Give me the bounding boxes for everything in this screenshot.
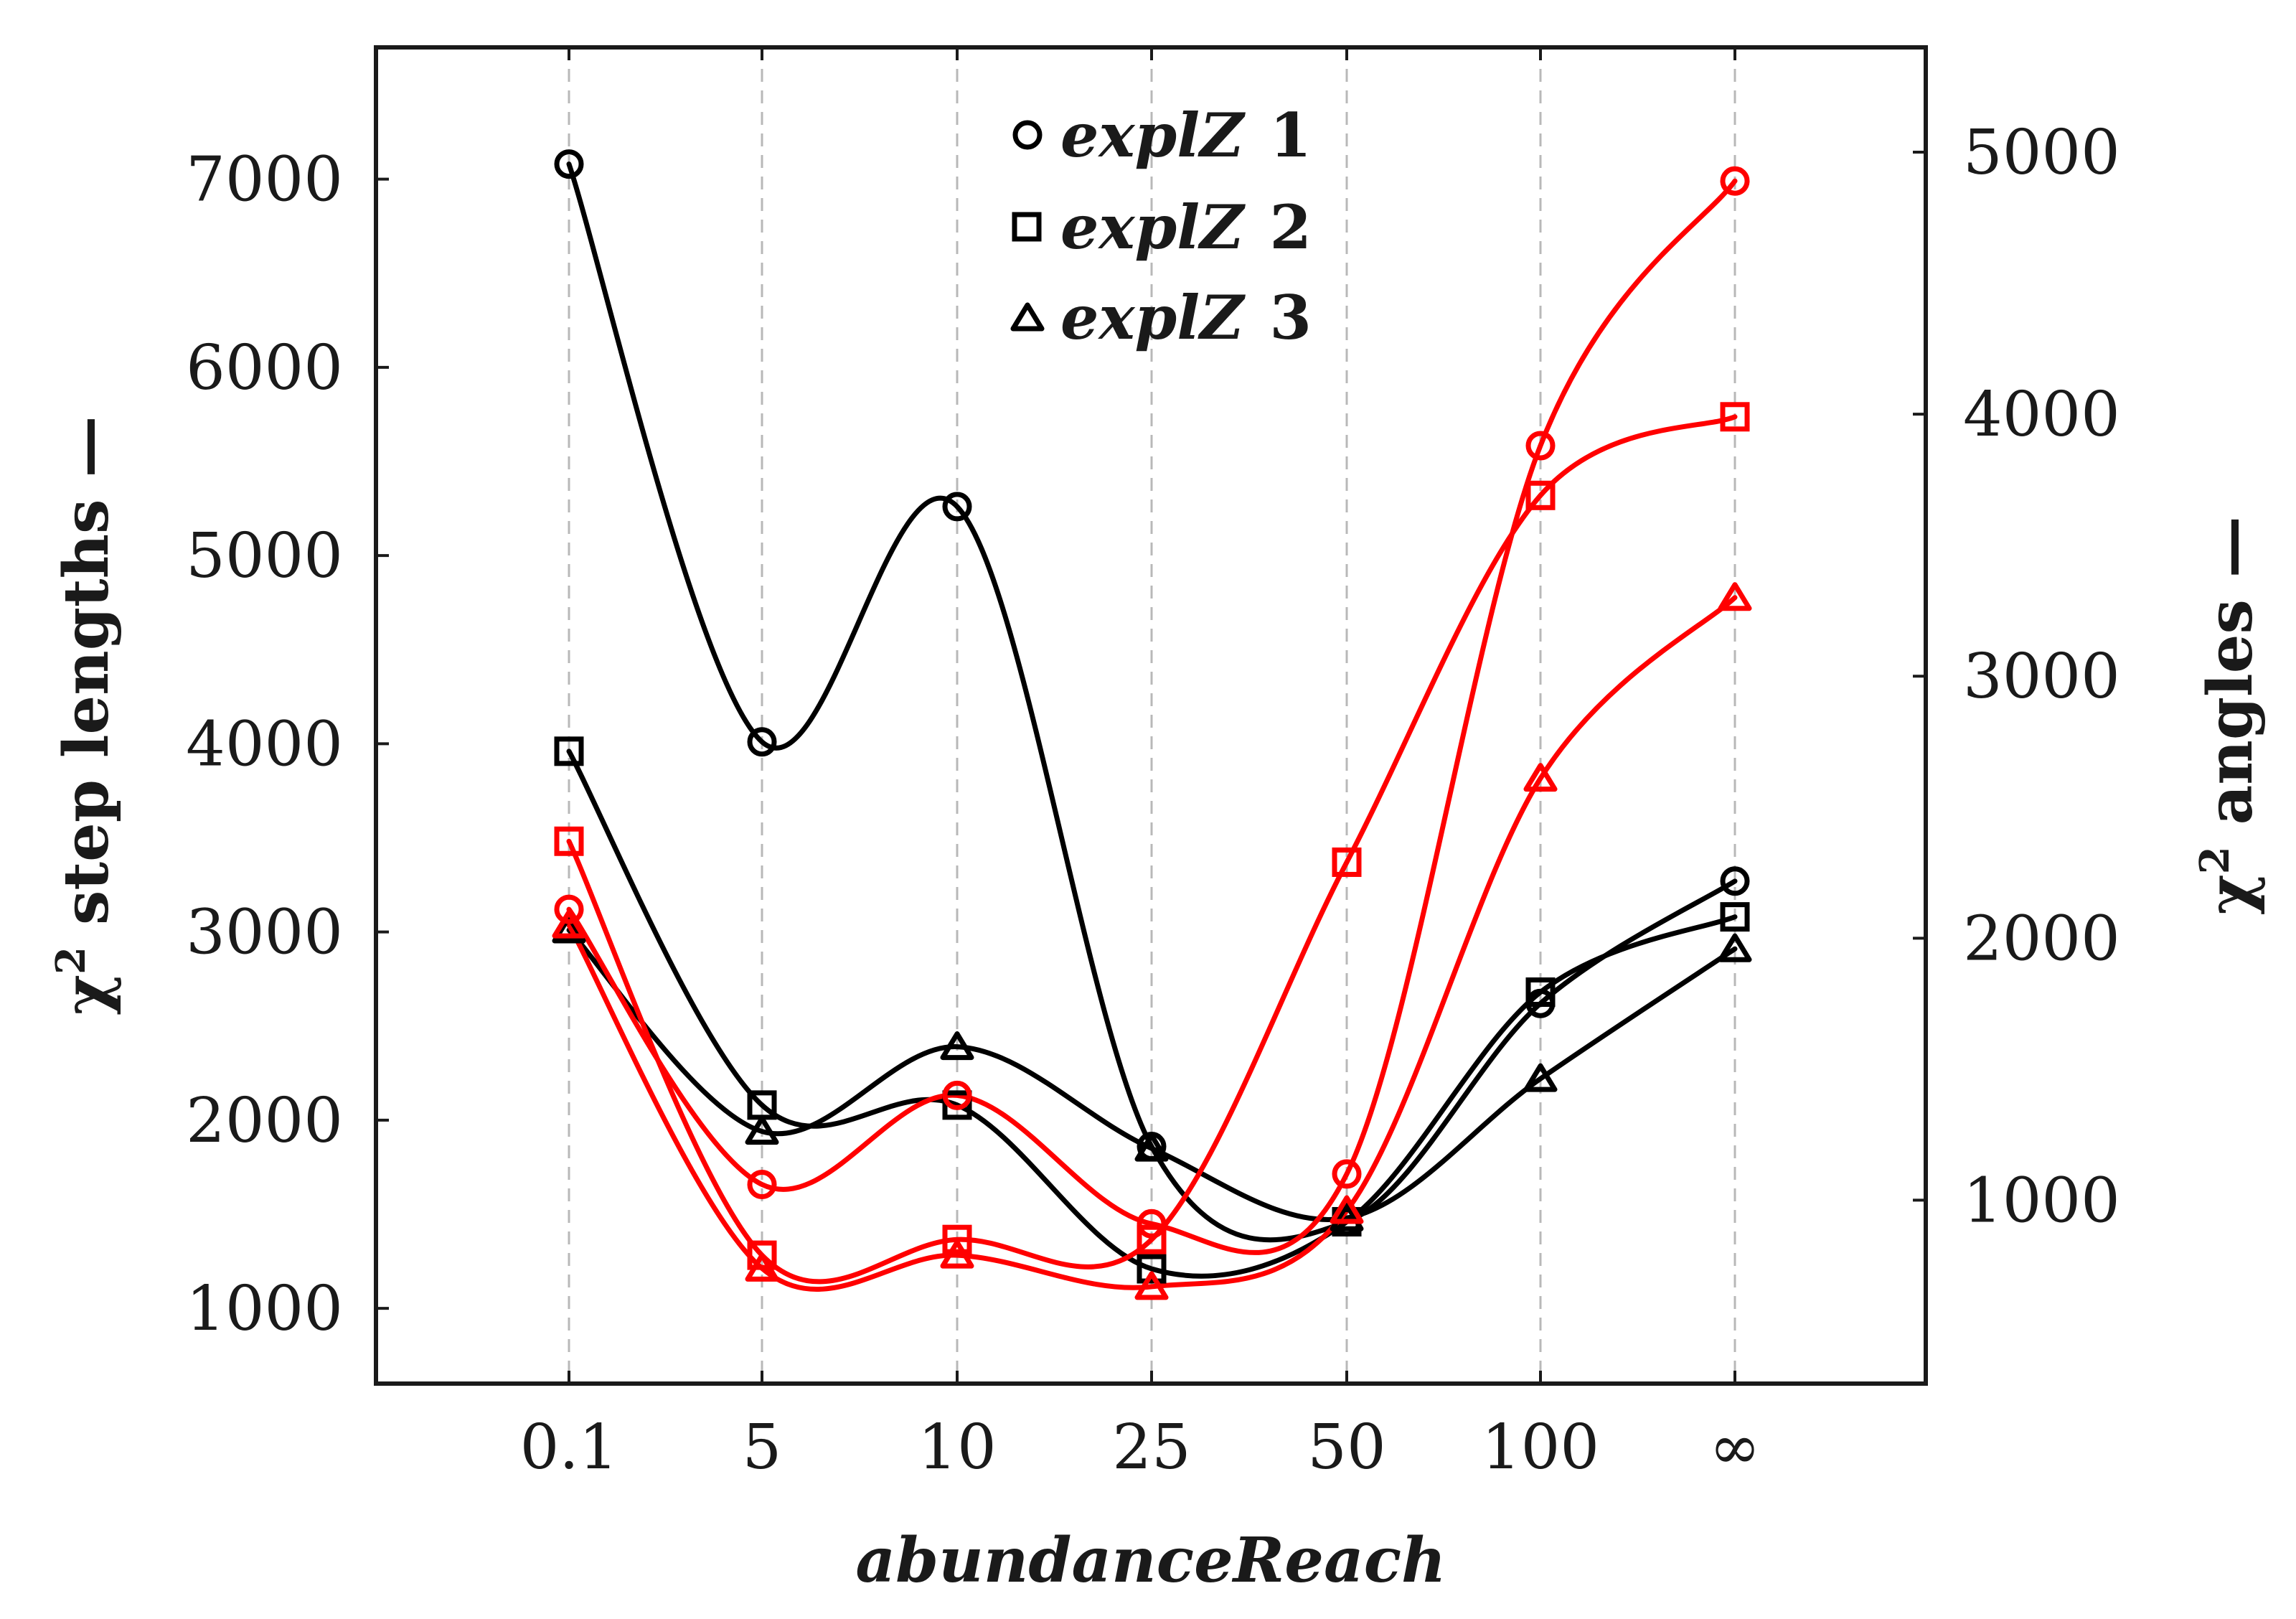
- y-left-tick-label: 3000: [186, 897, 343, 969]
- data-point-explz-3-angles-0: [552, 909, 586, 939]
- data-point-explz-2-step-lengths-5: [1525, 977, 1556, 1008]
- y-right-tick-label: 3000: [1963, 641, 2120, 713]
- data-point-explz-3-step-lengths-6: [1718, 933, 1752, 962]
- y-right-tick-label: 1000: [1963, 1165, 2120, 1236]
- x-tick-label: 5: [743, 1412, 782, 1483]
- y-left-tick-label: 1000: [186, 1273, 343, 1345]
- x-tick-label: 100: [1482, 1412, 1599, 1483]
- y-right-tick-label: 5000: [1963, 117, 2120, 189]
- legend-marker-triangle: [1010, 302, 1045, 332]
- x-axis-title: abundanceReach: [855, 1524, 1446, 1597]
- data-point-explz-1-step-lengths-1: [747, 727, 777, 757]
- y-right-chi: χ: [2194, 874, 2267, 915]
- data-point-explz-2-angles-4: [1332, 847, 1362, 877]
- data-point-explz-1-angles-1: [747, 1170, 777, 1200]
- x-tick-label: ∞: [1709, 1412, 1761, 1483]
- data-point-explz-3-angles-5: [1523, 763, 1558, 792]
- data-point-explz-3-step-lengths-0: [552, 914, 586, 944]
- data-point-explz-2-angles-2: [942, 1224, 972, 1254]
- y-right-rest: angles —: [2194, 516, 2267, 846]
- data-point-explz-1-angles-4: [1332, 1159, 1362, 1189]
- data-point-explz-3-angles-6: [1718, 582, 1752, 611]
- y-right-sup: 2: [2191, 846, 2239, 874]
- data-point-explz-2-step-lengths-2: [942, 1090, 972, 1120]
- data-point-explz-2-step-lengths-6: [1720, 902, 1750, 932]
- legend-label-1: explZ 1: [1060, 100, 1312, 171]
- grid-lines: [568, 47, 1736, 1384]
- data-point-explz-2-angles-5: [1525, 480, 1556, 510]
- y-right-tick-label: 4000: [1963, 379, 2120, 451]
- data-point-explz-3-step-lengths-5: [1523, 1063, 1558, 1092]
- y-axis-title-right: χ2 angles —: [2191, 516, 2267, 915]
- data-point-explz-1-step-lengths-0: [554, 149, 584, 179]
- y-left-tick-label: 4000: [186, 708, 343, 780]
- label-layer: 0.1 5 10 25 50 100 ∞ 1000 2000 3000 4000 5000 6000 70…: [186, 117, 2120, 1483]
- tick-layer: [376, 47, 1926, 1384]
- series-line-explz-1-step-lengths: [566, 161, 1738, 1243]
- x-tick-label: 25: [1112, 1412, 1190, 1483]
- legend-label-3: explZ 3: [1060, 282, 1312, 353]
- data-point-explz-1-step-lengths-6: [1720, 866, 1750, 896]
- data-point-explz-1-angles-3: [1137, 1209, 1167, 1239]
- y-left-tick-label: 6000: [186, 332, 343, 404]
- y-right-tick-label: 2000: [1963, 903, 2120, 975]
- data-point-explz-1-angles-2: [942, 1080, 972, 1110]
- y-axis-title-left: χ2 step lengths —: [47, 416, 123, 1015]
- legend-label-2: explZ 2: [1060, 192, 1312, 263]
- data-point-explz-2-angles-3: [1137, 1224, 1167, 1254]
- data-point-explz-3-step-lengths-1: [745, 1116, 779, 1145]
- x-tick-label: 0.1: [520, 1412, 618, 1483]
- legend: explZ 1 explZ 2 explZ 3: [1010, 100, 1312, 353]
- data-point-explz-3-angles-2: [940, 1239, 974, 1269]
- series-line-explz-3-step-lengths: [566, 927, 1738, 1222]
- y-left-sup: 2: [47, 947, 95, 975]
- data-point-explz-2-angles-0: [554, 826, 584, 856]
- x-tick-label: 10: [918, 1412, 996, 1483]
- y-left-chi: χ: [50, 975, 123, 1015]
- data-point-explz-3-step-lengths-3: [1134, 1132, 1169, 1162]
- data-point-explz-1-angles-0: [554, 894, 584, 924]
- data-point-explz-3-step-lengths-4: [1330, 1202, 1364, 1231]
- legend-marker-circle: [1012, 120, 1043, 150]
- y-left-tick-label: 7000: [186, 144, 343, 216]
- series-line-explz-3-angles: [566, 595, 1738, 1292]
- marker-layer: [552, 149, 1752, 1300]
- data-point-explz-2-step-lengths-3: [1137, 1254, 1167, 1284]
- data-point-explz-1-angles-6: [1720, 166, 1750, 196]
- data-point-explz-1-step-lengths-2: [942, 492, 972, 522]
- data-point-explz-1-angles-5: [1525, 431, 1556, 461]
- legend-marker-square: [1012, 212, 1042, 242]
- data-point-explz-2-angles-6: [1720, 402, 1750, 432]
- series-line-explz-1-angles: [566, 178, 1738, 1255]
- data-point-explz-2-angles-1: [747, 1240, 777, 1270]
- y-left-rest: step lengths —: [50, 416, 123, 947]
- data-point-explz-3-angles-4: [1330, 1195, 1364, 1224]
- y-left-tick-label: 2000: [186, 1085, 343, 1157]
- data-point-explz-2-step-lengths-0: [554, 736, 584, 766]
- data-point-explz-3-step-lengths-2: [940, 1031, 974, 1061]
- data-point-explz-3-angles-3: [1134, 1271, 1169, 1300]
- data-point-explz-3-angles-1: [745, 1252, 779, 1282]
- x-tick-label: 50: [1307, 1412, 1385, 1483]
- y-left-tick-label: 5000: [186, 520, 343, 592]
